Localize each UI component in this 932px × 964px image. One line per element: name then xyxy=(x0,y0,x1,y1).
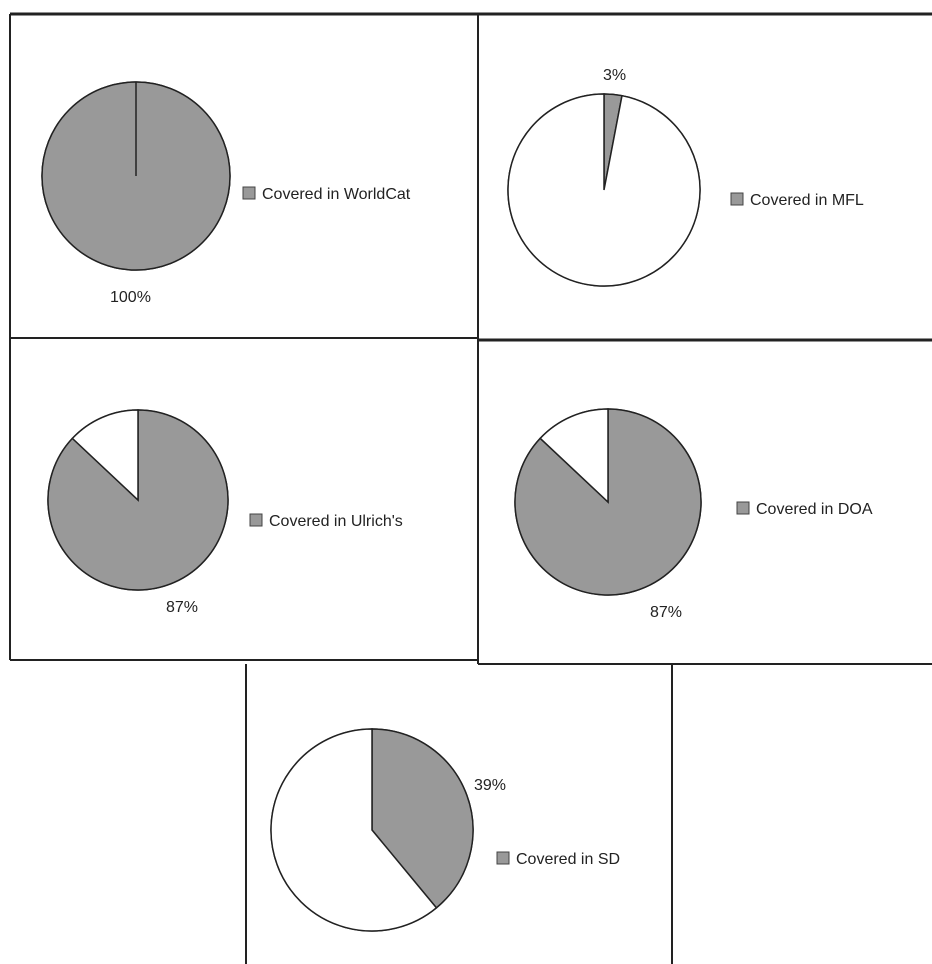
pie-mfl xyxy=(507,93,701,287)
data-label-worldcat: 100% xyxy=(110,289,151,306)
pie-chart-ulrichs: 87% Covered in Ulrich's xyxy=(47,409,403,616)
legend-swatch-mfl xyxy=(730,192,744,206)
legend-label-sd: Covered in SD xyxy=(516,851,620,868)
pie-slice-covered xyxy=(371,728,474,909)
panel-borders xyxy=(9,12,932,964)
pie-slice-not-covered xyxy=(71,409,139,502)
pie-slice-not-covered xyxy=(539,408,609,504)
pie-chart-worldcat: 100% Covered in WorldCat xyxy=(41,81,411,306)
legend-label-worldcat: Covered in WorldCat xyxy=(262,186,411,203)
legend-swatch-sd xyxy=(496,851,510,865)
pie-sd xyxy=(270,728,474,932)
legend-swatch-doa xyxy=(736,501,750,515)
pie-chart-sd: 39% Covered in SD xyxy=(270,728,620,932)
pie-chart-mfl: 3% Covered in MFL xyxy=(507,67,864,287)
pie-doa xyxy=(514,408,702,596)
legend-swatch-ulrichs xyxy=(249,513,263,527)
data-label-mfl: 3% xyxy=(603,67,626,84)
pie-worldcat xyxy=(41,81,231,271)
pie-ulrichs xyxy=(47,409,229,591)
pie-slice-not-covered xyxy=(270,728,438,932)
data-label-sd: 39% xyxy=(474,777,506,794)
pie-chart-doa: 87% Covered in DOA xyxy=(514,408,873,621)
legend-label-doa: Covered in DOA xyxy=(756,501,873,518)
legend-label-mfl: Covered in MFL xyxy=(750,192,864,209)
data-label-doa: 87% xyxy=(650,604,682,621)
data-label-ulrichs: 87% xyxy=(166,599,198,616)
legend-swatch-worldcat xyxy=(242,186,256,200)
legend-label-ulrichs: Covered in Ulrich's xyxy=(269,513,403,530)
pie-slice-not-covered xyxy=(507,93,701,287)
